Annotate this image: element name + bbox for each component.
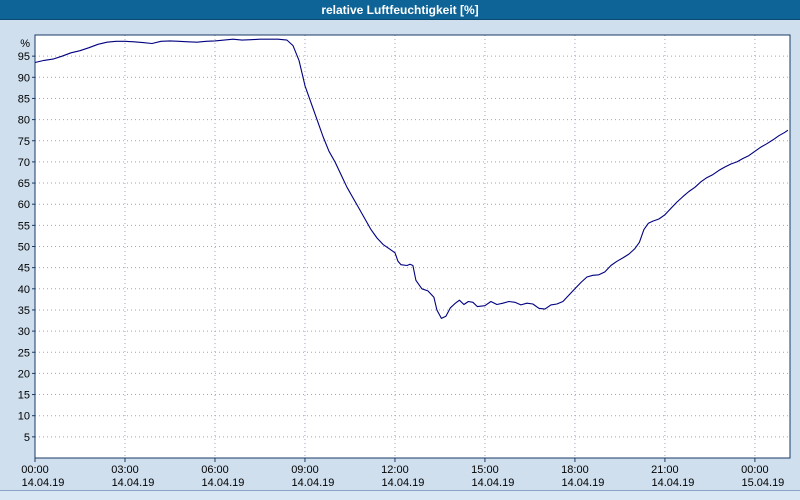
svg-text:14.04.19: 14.04.19	[652, 477, 695, 489]
svg-text:21:00: 21:00	[651, 464, 679, 476]
svg-text:50: 50	[18, 242, 30, 254]
svg-text:00:00: 00:00	[21, 464, 49, 476]
svg-text:75: 75	[18, 136, 30, 148]
svg-text:85: 85	[18, 93, 30, 105]
svg-text:14.04.19: 14.04.19	[472, 477, 515, 489]
humidity-line-chart: 5 10 15 20 25 30 35 40 45 50 55 60 65 70 75 80 85 90 95% 00…	[18, 34, 791, 489]
svg-text:14.04.19: 14.04.19	[112, 477, 155, 489]
svg-text:25: 25	[18, 347, 30, 359]
svg-text:18:00: 18:00	[561, 464, 589, 476]
svg-text:55: 55	[18, 220, 30, 232]
svg-text:5: 5	[24, 432, 30, 444]
svg-text:00:00: 00:00	[741, 464, 769, 476]
svg-text:15:00: 15:00	[471, 464, 499, 476]
svg-text:35: 35	[18, 305, 30, 317]
svg-text:90: 90	[18, 72, 30, 84]
svg-text:14.04.19: 14.04.19	[202, 477, 245, 489]
svg-text:80: 80	[18, 115, 30, 127]
svg-text:70: 70	[18, 157, 30, 169]
svg-text:95: 95	[18, 51, 30, 63]
svg-text:14.04.19: 14.04.19	[562, 477, 605, 489]
window-title-bar: relative Luftfeuchtigkeit [%]	[0, 0, 800, 20]
svg-text:20: 20	[18, 368, 30, 380]
svg-text:10: 10	[18, 411, 30, 423]
chart-area: 5 10 15 20 25 30 35 40 45 50 55 60 65 70 75 80 85 90 95% 00…	[0, 20, 800, 490]
svg-text:03:00: 03:00	[111, 464, 139, 476]
bottom-strip	[0, 490, 800, 500]
svg-text:14.04.19: 14.04.19	[22, 477, 65, 489]
window-title: relative Luftfeuchtigkeit [%]	[321, 3, 479, 17]
svg-text:40: 40	[18, 284, 30, 296]
svg-text:60: 60	[18, 199, 30, 211]
svg-text:14.04.19: 14.04.19	[292, 477, 335, 489]
svg-text:12:00: 12:00	[381, 464, 409, 476]
svg-text:65: 65	[18, 178, 30, 190]
svg-text:06:00: 06:00	[201, 464, 229, 476]
svg-text:15: 15	[18, 390, 30, 402]
svg-text:45: 45	[18, 263, 30, 275]
svg-text:09:00: 09:00	[291, 464, 319, 476]
svg-text:15.04.19: 15.04.19	[741, 477, 784, 489]
svg-text:%: %	[20, 38, 30, 50]
svg-text:30: 30	[18, 326, 30, 338]
svg-text:14.04.19: 14.04.19	[382, 477, 425, 489]
